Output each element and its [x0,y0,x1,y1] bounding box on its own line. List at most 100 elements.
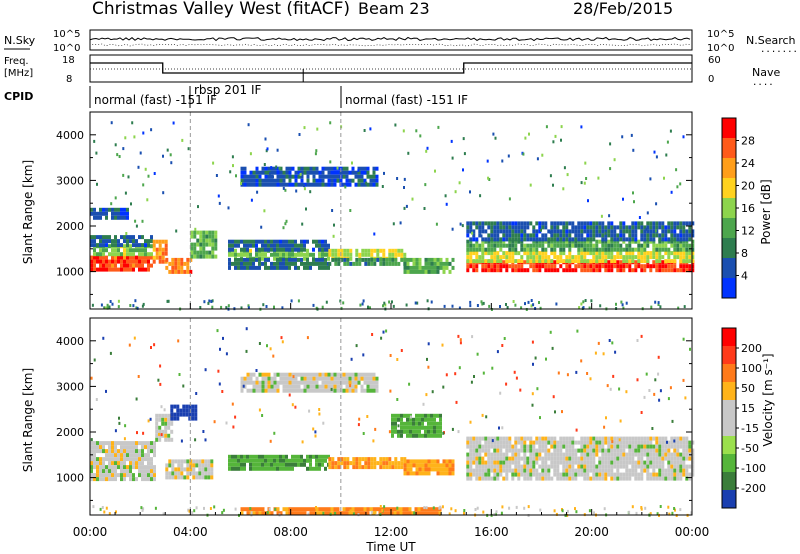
data-cell [180,257,184,262]
data-cell [520,468,524,473]
data-cell [616,225,620,230]
data-cell [601,468,605,473]
data-cell [517,237,521,242]
data-cell [282,507,286,512]
data-cell [205,238,209,243]
data-cell [370,510,373,514]
data-cell [318,261,321,266]
data-cell [637,264,641,269]
data-cell [658,464,662,469]
data-cell [655,221,659,226]
data-cell [152,239,156,244]
data-cell [288,261,291,266]
data-cell [243,376,247,381]
data-cell [659,305,662,309]
data-cell [565,456,569,461]
data-cell [372,372,376,377]
data-cell [177,269,181,274]
data-cell [135,453,138,458]
data-cell [466,247,470,252]
data-cell [643,436,647,441]
data-cell [188,404,192,409]
data-cell [652,229,656,234]
data-cell [155,247,159,252]
data-cell [321,252,324,257]
data-cell [646,233,650,238]
data-cell [544,237,548,242]
data-cell [654,378,657,382]
data-cell [673,221,677,226]
data-cell [423,506,426,510]
data-cell [667,464,671,469]
data-cell [279,239,282,244]
data-cell [95,151,98,155]
data-cell [568,460,572,465]
data-cell [180,265,184,270]
data-cell [539,508,542,512]
data-cell [544,440,548,445]
data-cell [646,229,650,234]
data-cell [170,421,174,426]
data-cell [496,460,500,465]
data-cell [589,221,593,226]
data-cell [291,511,295,516]
data-cell [294,170,298,175]
data-cell [547,229,551,234]
data-cell [403,467,407,472]
data-cell [123,207,126,212]
data-cell [114,457,117,462]
data-cell [490,247,494,252]
data-cell [303,372,307,377]
data-cell [619,237,623,242]
data-cell [267,458,270,463]
data-cell [364,457,368,462]
data-cell [598,233,602,238]
data-cell [181,138,184,142]
data-cell [382,257,386,262]
data-cell [315,306,318,310]
data-cell [552,140,555,144]
data-cell [482,371,485,375]
data-cell [604,239,608,244]
data-cell [162,191,165,195]
data-cell [491,439,494,443]
data-cell [685,247,689,252]
data-cell [321,462,324,467]
data-cell [312,372,316,377]
data-cell [622,197,624,201]
data-cell [359,303,362,307]
data-cell [553,251,557,256]
data-cell [550,464,554,469]
data-cell [535,440,539,445]
data-cell [658,239,662,244]
data-cell [171,467,175,472]
data-cell [451,427,454,431]
data-cell [500,511,503,515]
data-cell [622,237,626,242]
data-cell [580,125,583,129]
data-cell [261,256,264,261]
data-cell [300,372,304,377]
data-cell [430,421,433,426]
data-cell [535,468,539,473]
data-cell [190,230,194,235]
data-cell [279,380,283,385]
data-cell [129,235,132,240]
data-cell [427,342,430,346]
data-cell [529,460,533,465]
data-cell [514,456,518,461]
data-cell [96,441,99,446]
data-cell [240,380,244,385]
data-cell [346,457,350,462]
data-cell [634,436,638,441]
data-cell [372,384,376,389]
data-cell [526,464,530,469]
data-cell [556,239,560,244]
data-cell [243,507,247,512]
data-cell [466,472,470,477]
data-cell [583,460,587,465]
data-cell [312,466,315,471]
data-cell [550,243,554,248]
data-cell [691,239,695,244]
